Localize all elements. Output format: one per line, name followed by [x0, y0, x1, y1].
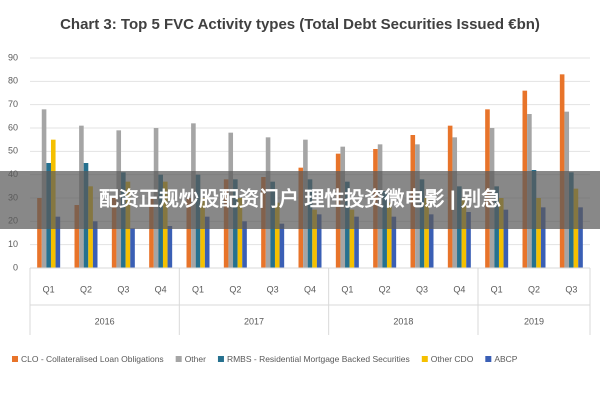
bar: [503, 209, 509, 268]
bar: [274, 202, 280, 268]
legend-label: CLO - Collateralised Loan Obligations: [21, 354, 164, 364]
bar: [37, 198, 42, 268]
overlay-banner: [0, 171, 600, 229]
x-tick-label: Q3: [416, 284, 428, 294]
bar: [279, 223, 285, 268]
x-tick-label: Q4: [304, 284, 316, 294]
bar: [540, 207, 546, 268]
group-label: 2017: [244, 316, 264, 326]
y-tick-label: 60: [8, 122, 18, 132]
bar: [391, 216, 397, 268]
bar: [578, 207, 583, 268]
bar: [466, 212, 471, 268]
x-tick-label: Q1: [43, 284, 55, 294]
x-tick-label: Q2: [528, 284, 540, 294]
x-tick-label: Q2: [229, 284, 241, 294]
bar: [536, 198, 541, 268]
bar: [55, 216, 61, 268]
legend-label: ABCP: [494, 354, 517, 364]
bar: [382, 191, 387, 268]
bar: [149, 198, 154, 268]
group-label: 2019: [524, 316, 544, 326]
y-tick-label: 10: [8, 239, 18, 249]
y-tick-label: 80: [8, 76, 18, 86]
bar: [354, 216, 359, 268]
bar: [186, 198, 192, 268]
legend-label: Other: [185, 354, 206, 364]
legend-swatch: [485, 356, 492, 362]
y-tick-label: 90: [8, 52, 18, 62]
y-tick-label: 0: [13, 262, 18, 272]
bar: [167, 226, 173, 268]
bar: [237, 198, 243, 268]
bar: [130, 228, 135, 268]
bar: [461, 198, 467, 268]
x-tick-label: Q3: [117, 284, 129, 294]
legend-label: Other CDO: [431, 354, 474, 364]
legend-swatch: [421, 356, 428, 362]
y-tick-label: 70: [8, 99, 18, 109]
bar: [204, 216, 210, 268]
bar: [424, 198, 429, 268]
bar: [312, 209, 317, 268]
bar: [242, 221, 247, 268]
bar: [111, 198, 117, 268]
x-tick-label: Q1: [341, 284, 353, 294]
bar: [316, 214, 322, 268]
x-tick-label: Q1: [491, 284, 503, 294]
y-tick-label: 50: [8, 146, 18, 156]
bar: [92, 221, 98, 268]
bar: [428, 214, 434, 268]
x-tick-label: Q4: [453, 284, 465, 294]
bar: [200, 198, 205, 268]
x-tick-label: Q3: [267, 284, 279, 294]
x-tick-label: Q2: [80, 284, 92, 294]
x-tick-label: Q3: [565, 284, 577, 294]
group-label: 2016: [95, 316, 115, 326]
bar: [498, 198, 504, 268]
x-tick-label: Q4: [155, 284, 167, 294]
legend-label: RMBS - Residential Mortgage Backed Secur…: [227, 354, 410, 364]
x-tick-label: Q1: [192, 284, 204, 294]
overlay-text: 配资正规炒股配资门户 理性投资微电影 | 别急: [99, 186, 501, 210]
chart-title: Chart 3: Top 5 FVC Activity types (Total…: [60, 16, 540, 33]
legend-swatch: [217, 356, 224, 362]
group-label: 2018: [393, 316, 413, 326]
bar: [386, 202, 392, 268]
legend-swatch: [175, 356, 182, 362]
legend-swatch: [12, 356, 18, 362]
bar: [349, 209, 355, 268]
x-tick-label: Q2: [379, 284, 391, 294]
bar: [74, 205, 80, 268]
